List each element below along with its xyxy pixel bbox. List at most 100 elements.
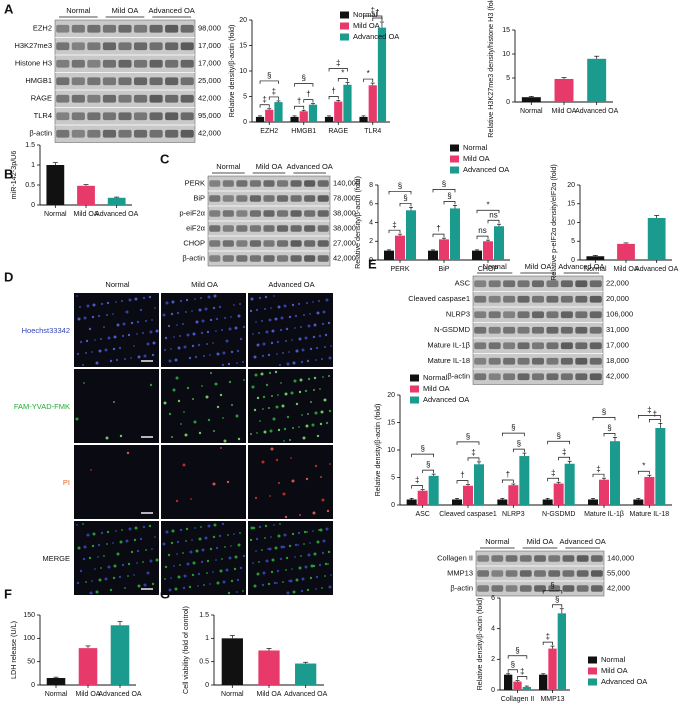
- sig-bracket: [363, 78, 374, 83]
- cell-dot: [249, 538, 253, 542]
- legend-entry: Normal: [601, 655, 626, 664]
- cell-dot: [283, 533, 287, 537]
- blot-group-label: Mild OA: [527, 537, 554, 546]
- cell-dot: [163, 401, 167, 405]
- blot-band: [276, 180, 289, 187]
- cell-dot: [239, 337, 243, 341]
- sig-bracket: [501, 432, 525, 437]
- blot-band: [560, 326, 573, 334]
- y-tick-label: 0: [31, 682, 35, 689]
- blot-band: [165, 24, 179, 33]
- cell-dot: [316, 540, 320, 544]
- sig-marker: §: [442, 179, 446, 188]
- cell-dot: [107, 565, 111, 569]
- blot-band: [590, 570, 603, 577]
- blot-band: [474, 311, 487, 319]
- cell-dot: [277, 305, 281, 309]
- cell-dot: [179, 299, 183, 303]
- y-tick-label: 15: [502, 27, 510, 34]
- blot-band: [531, 311, 545, 319]
- sig-bracket: [507, 669, 518, 673]
- blot-band: [546, 373, 559, 381]
- cell-dot: [226, 480, 230, 484]
- blot-mw-label: 106,000: [606, 310, 633, 319]
- x-tick-label: Normal: [584, 266, 607, 273]
- legend-swatch: [588, 656, 597, 664]
- cell-dot: [324, 575, 326, 577]
- cell-dot: [125, 539, 129, 543]
- legend-swatch: [450, 166, 459, 174]
- x-tick-label: TLR4: [364, 128, 381, 135]
- cell-dot: [303, 543, 305, 545]
- bar: [483, 241, 493, 260]
- blot-band: [290, 180, 302, 187]
- bar: [633, 499, 644, 505]
- cell-dot: [320, 476, 322, 478]
- blot-band: [249, 180, 262, 187]
- cell-dot: [155, 329, 159, 333]
- cell-dot: [130, 357, 132, 359]
- blot-band: [149, 94, 163, 103]
- y-tick-label: 20: [567, 182, 575, 189]
- bar: [274, 102, 283, 122]
- cell-dot: [222, 580, 226, 584]
- cell-dot: [301, 577, 305, 581]
- blot-band: [165, 112, 179, 121]
- sig-marker: §: [511, 423, 515, 432]
- cell-dot: [151, 582, 155, 586]
- blot-mw-label: 25,000: [198, 76, 221, 85]
- cell-dot: [255, 308, 259, 312]
- micrograph: [161, 521, 246, 595]
- y-tick-label: 0: [205, 682, 209, 689]
- sig-marker: *: [486, 200, 489, 209]
- panelD-row-label: MERGE: [42, 554, 70, 563]
- y-tick-label: 20: [387, 392, 395, 399]
- blot-band: [503, 373, 516, 381]
- cell-dot: [225, 568, 229, 572]
- legend-entry: Advanced OA: [423, 395, 469, 404]
- blot-band: [56, 112, 70, 121]
- x-tick-label: Mild OA: [552, 108, 577, 115]
- cell-dot: [309, 347, 313, 351]
- cell-dot: [299, 514, 301, 516]
- cell-dot: [91, 580, 93, 582]
- legend-swatch: [588, 667, 597, 675]
- y-tick-label: 6: [491, 595, 495, 602]
- cell-dot: [254, 496, 258, 500]
- cell-dot: [212, 482, 216, 486]
- cell-dot: [188, 585, 192, 589]
- blot-band: [165, 94, 179, 103]
- cell-dot: [289, 579, 293, 583]
- blot-band: [133, 59, 148, 68]
- bar: [46, 678, 66, 685]
- sig-marker: §: [517, 439, 521, 448]
- sig-bracket: [432, 233, 445, 238]
- blot-band: [249, 225, 262, 232]
- blot-band: [102, 94, 117, 103]
- cell-dot: [300, 555, 302, 557]
- blot-band: [589, 326, 602, 334]
- blot-band: [165, 59, 179, 68]
- cell-dot: [210, 372, 212, 374]
- blot-band: [317, 210, 329, 217]
- cell-dot: [95, 361, 99, 365]
- sig-bracket: [558, 456, 571, 461]
- y-tick-label: 6: [369, 201, 373, 208]
- cell-dot: [270, 307, 272, 309]
- x-tick-label: Advanced OA: [98, 691, 142, 698]
- cell-dot: [83, 316, 87, 320]
- cell-dot: [282, 581, 284, 583]
- cell-dot: [283, 304, 287, 308]
- cell-dot: [268, 547, 272, 551]
- cell-dot: [167, 553, 171, 557]
- cell-dot: [307, 413, 309, 415]
- blot-band: [517, 295, 530, 303]
- cell-dot: [137, 584, 141, 588]
- cell-dot: [292, 590, 296, 594]
- blot-protein-label: NLRP3: [446, 310, 470, 319]
- sig-marker: ‡: [471, 448, 475, 457]
- x-tick-label: PERK: [390, 266, 409, 273]
- cell-dot: [145, 549, 147, 551]
- sig-bracket: [592, 417, 616, 421]
- sig-marker: §: [426, 460, 430, 469]
